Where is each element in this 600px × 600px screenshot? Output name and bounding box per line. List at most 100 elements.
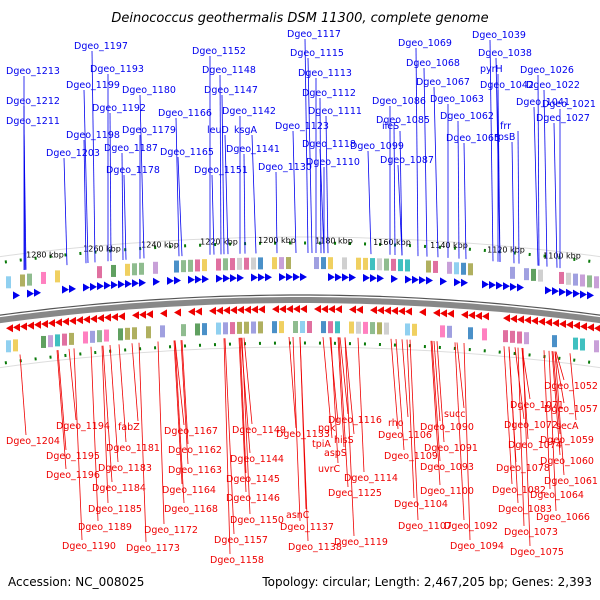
kbp-label: 1160 kbp bbox=[373, 238, 411, 247]
ring-outline bbox=[0, 294, 600, 316]
reverse-gene-arrow bbox=[251, 305, 258, 314]
reverse-leader-line bbox=[180, 340, 189, 465]
reverse-gene-label: Dgeo_1107 bbox=[398, 521, 452, 532]
reverse-gene-arrow bbox=[111, 312, 118, 321]
forward-gene-arrow bbox=[496, 281, 503, 290]
reverse-gene-label: Dgeo_1204 bbox=[6, 436, 60, 447]
forward-gene-arrow bbox=[363, 273, 370, 282]
forward-gene-arrow bbox=[405, 275, 412, 284]
forward-leader-line bbox=[175, 117, 180, 257]
reverse-gene-arrow bbox=[223, 306, 230, 315]
feature-block bbox=[83, 331, 88, 344]
reverse-gene-arrow bbox=[580, 322, 587, 331]
reverse-gene-label: Dgeo_1164 bbox=[162, 485, 216, 496]
reverse-leader-line bbox=[223, 338, 231, 555]
reverse-leader-line bbox=[57, 350, 67, 451]
forward-gene-arrow bbox=[510, 282, 517, 291]
feature-block bbox=[279, 257, 284, 270]
feature-block bbox=[321, 321, 326, 334]
reverse-gene-arrow bbox=[83, 315, 90, 324]
reverse-gene-label: Dgeo_1082 bbox=[492, 485, 546, 496]
reverse-gene-arrow bbox=[552, 319, 559, 328]
feature-block bbox=[377, 322, 382, 335]
reverse-leader-line bbox=[173, 340, 183, 485]
feature-block bbox=[111, 264, 116, 277]
feature-block bbox=[69, 332, 74, 345]
feature-block bbox=[97, 266, 102, 279]
reverse-gene-arrow bbox=[293, 305, 300, 314]
forward-leader-line bbox=[109, 112, 112, 261]
feature-block bbox=[146, 326, 151, 339]
feature-block bbox=[384, 258, 389, 271]
feature-block bbox=[594, 340, 599, 353]
forward-gene-arrow bbox=[216, 274, 223, 283]
forward-gene-label: Dgeo_1086 bbox=[372, 96, 426, 107]
reverse-gene-label: Dgeo_1181 bbox=[106, 443, 160, 454]
feature-block bbox=[244, 257, 249, 270]
forward-leader-line bbox=[177, 156, 183, 257]
forward-gene-arrow bbox=[440, 277, 447, 286]
forward-gene-label: Dgeo_1118 bbox=[302, 139, 356, 150]
forward-leader-line bbox=[251, 134, 257, 254]
forward-gene-arrow bbox=[13, 291, 20, 300]
forward-gene-label: Dgeo_1063 bbox=[430, 94, 484, 105]
forward-leader-line bbox=[219, 74, 222, 255]
reverse-gene-arrow bbox=[559, 319, 566, 328]
forward-gene-arrow bbox=[377, 274, 384, 283]
feature-block bbox=[300, 321, 305, 333]
forward-gene-label: Dgeo_1068 bbox=[406, 58, 460, 69]
reverse-leader-line bbox=[548, 350, 557, 512]
forward-leader-line bbox=[63, 157, 68, 266]
forward-gene-label: Dgeo_1065 bbox=[446, 133, 500, 144]
feature-block bbox=[328, 321, 333, 334]
feature-block bbox=[223, 258, 228, 271]
forward-gene-label: Dgeo_1087 bbox=[380, 155, 434, 166]
forward-gene-label: Dgeo_1027 bbox=[536, 113, 590, 124]
feature-block bbox=[6, 340, 11, 353]
forward-gene-label: Dgeo_1179 bbox=[122, 125, 176, 136]
forward-gene-label: Dgeo_1041 bbox=[516, 97, 570, 108]
kbp-label: 1120 kbp bbox=[487, 245, 525, 254]
forward-leader-line bbox=[304, 38, 309, 254]
feature-block bbox=[153, 261, 158, 274]
feature-block bbox=[447, 325, 452, 338]
reverse-leader-line bbox=[243, 337, 253, 425]
reverse-leader-line bbox=[433, 340, 441, 422]
forward-gene-label: pyrH bbox=[480, 64, 503, 75]
feature-block bbox=[230, 258, 235, 271]
reverse-gene-arrow bbox=[314, 305, 321, 314]
feature-block bbox=[356, 257, 361, 270]
feature-block bbox=[272, 257, 277, 270]
forward-gene-arrow bbox=[503, 282, 510, 291]
forward-gene-label: Dgeo_1212 bbox=[6, 96, 60, 107]
feature-block bbox=[349, 321, 354, 334]
forward-leader-line bbox=[221, 94, 225, 255]
feature-block bbox=[370, 258, 375, 271]
reverse-leader-line bbox=[239, 337, 247, 474]
reverse-leader-line bbox=[390, 338, 399, 430]
feature-block bbox=[104, 329, 109, 342]
reverse-gene-arrow bbox=[433, 308, 440, 317]
forward-gene-label: Dgeo_1192 bbox=[92, 103, 146, 114]
feature-block bbox=[195, 259, 200, 272]
reverse-leader-line bbox=[118, 344, 127, 443]
forward-gene-arrow bbox=[566, 288, 573, 297]
forward-gene-label: Dgeo_1165 bbox=[160, 147, 214, 158]
forward-gene-label: Dgeo_1203 bbox=[46, 148, 100, 159]
reverse-leader-line bbox=[174, 340, 185, 504]
reverse-leader-line bbox=[56, 350, 67, 470]
reverse-leader-line bbox=[102, 345, 113, 483]
reverse-gene-label: Dgeo_1125 bbox=[328, 488, 382, 499]
forward-leader-line bbox=[463, 142, 467, 260]
forward-gene-label: Dgeo_1110 bbox=[306, 157, 360, 168]
feature-block bbox=[342, 257, 347, 270]
feature-block bbox=[293, 321, 298, 334]
reverse-gene-arrow bbox=[97, 314, 104, 323]
reverse-gene-arrow bbox=[62, 317, 69, 326]
reverse-gene-label: Dgeo_1138 bbox=[288, 542, 342, 553]
feature-block bbox=[251, 257, 256, 270]
reverse-leader-line bbox=[131, 343, 139, 422]
reverse-leader-line bbox=[503, 346, 513, 485]
feature-block bbox=[279, 321, 284, 334]
